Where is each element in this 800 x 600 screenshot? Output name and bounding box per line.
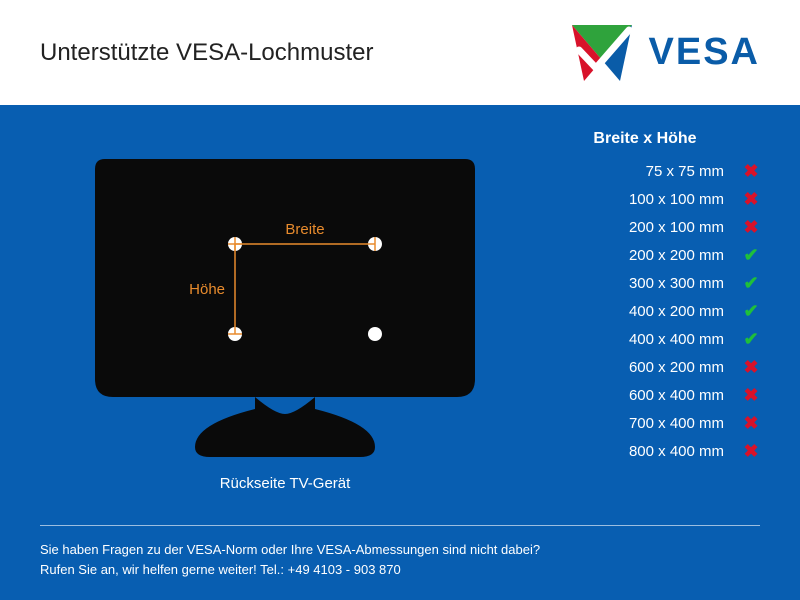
pattern-label: 600 x 400 mm	[594, 387, 724, 404]
pattern-table: Breite x Höhe 75 x 75 mm✖100 x 100 mm✖20…	[530, 125, 760, 515]
svg-text:Höhe: Höhe	[189, 281, 225, 298]
main-panel: Breite Höhe Rückseite TV-Gerät Breite x …	[0, 105, 800, 600]
pattern-row: 75 x 75 mm ✖	[530, 162, 760, 180]
table-header: Breite x Höhe	[530, 130, 760, 148]
pattern-row: 400 x 400 mm ✔	[530, 330, 760, 348]
footer-line-1: Sie haben Fragen zu der VESA-Norm oder I…	[40, 540, 760, 560]
brand-logo: VESA	[567, 20, 760, 86]
check-icon: ✔	[742, 274, 760, 292]
pattern-label: 300 x 300 mm	[594, 275, 724, 292]
pattern-row: 200 x 100 mm ✖	[530, 218, 760, 236]
tv-diagram: Breite Höhe	[75, 149, 495, 469]
pattern-label: 600 x 200 mm	[594, 359, 724, 376]
cross-icon: ✖	[742, 218, 760, 236]
cross-icon: ✖	[742, 358, 760, 376]
cross-icon: ✖	[742, 442, 760, 460]
content-row: Breite Höhe Rückseite TV-Gerät Breite x …	[40, 125, 760, 515]
pattern-label: 75 x 75 mm	[594, 163, 724, 180]
pattern-label: 400 x 400 mm	[594, 331, 724, 348]
pattern-label: 700 x 400 mm	[594, 415, 724, 432]
cross-icon: ✖	[742, 414, 760, 432]
pattern-label: 800 x 400 mm	[594, 443, 724, 460]
pattern-row: 400 x 200 mm ✔	[530, 302, 760, 320]
cross-icon: ✖	[742, 386, 760, 404]
pattern-label: 100 x 100 mm	[594, 191, 724, 208]
pattern-label: 200 x 200 mm	[594, 247, 724, 264]
tv-caption: Rückseite TV-Gerät	[220, 475, 351, 492]
tv-diagram-area: Breite Höhe Rückseite TV-Gerät	[40, 125, 530, 515]
pattern-label: 400 x 200 mm	[594, 303, 724, 320]
pattern-row: 600 x 400 mm ✖	[530, 386, 760, 404]
brand-text: VESA	[649, 31, 760, 74]
cross-icon: ✖	[742, 162, 760, 180]
pattern-row: 600 x 200 mm ✖	[530, 358, 760, 376]
check-icon: ✔	[742, 302, 760, 320]
header: Unterstützte VESA-Lochmuster VESA	[0, 0, 800, 105]
pattern-rows: 75 x 75 mm✖100 x 100 mm✖200 x 100 mm✖200…	[530, 162, 760, 460]
check-icon: ✔	[742, 246, 760, 264]
pattern-row: 200 x 200 mm ✔	[530, 246, 760, 264]
cross-icon: ✖	[742, 190, 760, 208]
pattern-row: 800 x 400 mm ✖	[530, 442, 760, 460]
page-title: Unterstützte VESA-Lochmuster	[40, 39, 373, 67]
footer: Sie haben Fragen zu der VESA-Norm oder I…	[40, 525, 760, 579]
vesa-check-icon	[567, 20, 637, 86]
pattern-row: 700 x 400 mm ✖	[530, 414, 760, 432]
svg-text:Breite: Breite	[285, 221, 324, 238]
pattern-label: 200 x 100 mm	[594, 219, 724, 236]
footer-line-2: Rufen Sie an, wir helfen gerne weiter! T…	[40, 560, 760, 580]
pattern-row: 100 x 100 mm ✖	[530, 190, 760, 208]
pattern-row: 300 x 300 mm ✔	[530, 274, 760, 292]
check-icon: ✔	[742, 330, 760, 348]
